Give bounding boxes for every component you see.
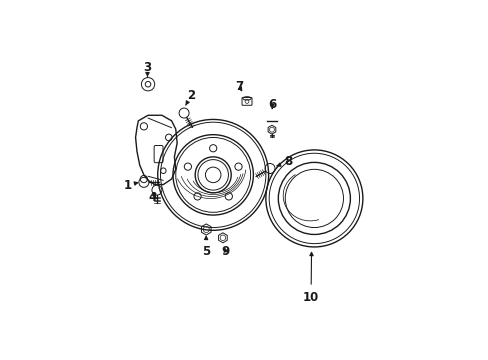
Text: 7: 7 (234, 80, 243, 93)
Text: 10: 10 (302, 252, 319, 304)
Text: 9: 9 (221, 245, 229, 258)
Text: 5: 5 (201, 236, 209, 258)
Text: 4: 4 (149, 191, 157, 204)
Text: 2: 2 (185, 89, 195, 105)
Text: 3: 3 (143, 61, 151, 77)
Text: 6: 6 (267, 98, 276, 111)
Text: 8: 8 (276, 156, 291, 168)
Text: 1: 1 (124, 179, 138, 192)
